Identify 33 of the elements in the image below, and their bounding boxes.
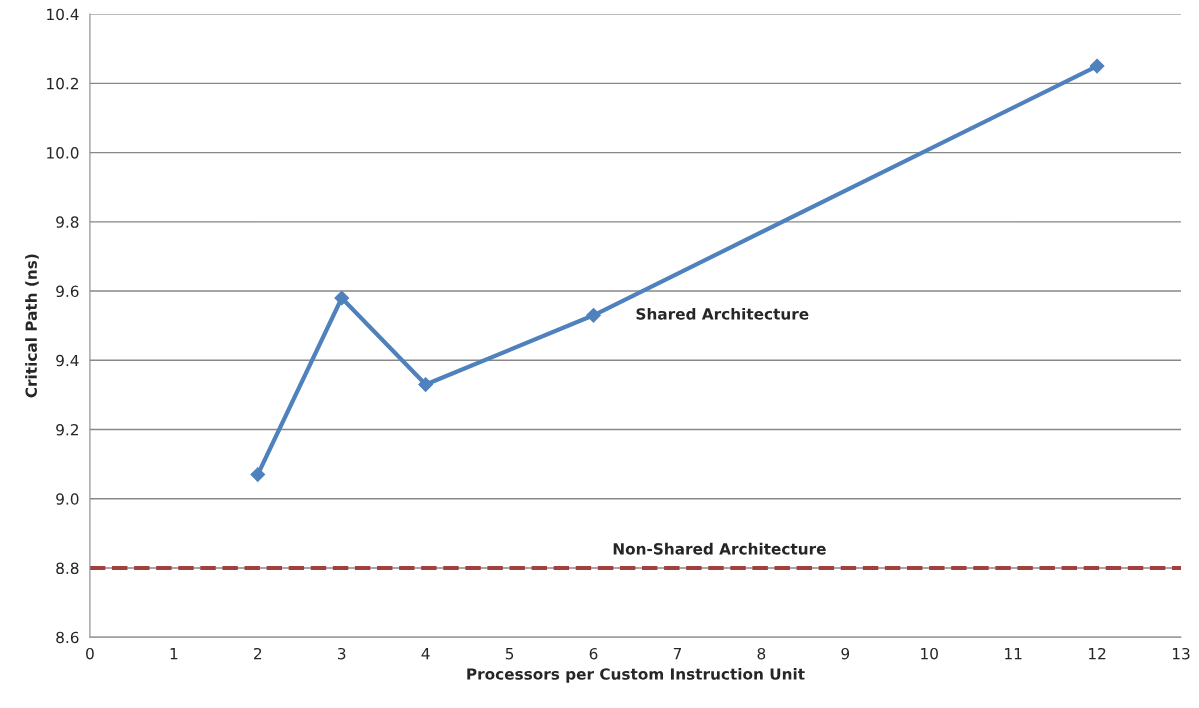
x-tick-label: 4	[421, 648, 430, 660]
point	[1089, 58, 1105, 74]
x-axis-title: Processors per Custom Instruction Unit	[467, 667, 805, 683]
y-tick-label: 10.0	[47, 147, 79, 159]
point	[586, 307, 601, 323]
x-tick-label: 12	[1089, 647, 1106, 660]
y-tick-label: 10.4	[47, 8, 79, 21]
y-tick-label: 8.6	[56, 631, 79, 644]
x-tick-label: 10	[921, 647, 938, 660]
point	[250, 467, 266, 482]
y-axis-title: Critical Path (ns)	[25, 254, 39, 398]
series-label: Shared Architecture	[636, 307, 809, 320]
x-tick-label: 7	[673, 648, 681, 660]
x-tick-label: 1	[170, 648, 178, 660]
ref-line-label: Non-Shared Architecture	[613, 542, 826, 555]
x-tick-label: 0	[86, 647, 94, 660]
y-tick-label: 9.4	[56, 354, 79, 367]
x-tick-label: 9	[841, 647, 850, 660]
x-tick-label: 2	[254, 647, 262, 660]
y-tick-label: 9.2	[56, 423, 78, 436]
x-tick-label: 11	[1005, 648, 1022, 660]
x-tick-label: 3	[338, 647, 346, 660]
point	[418, 377, 434, 392]
x-tick-label: 6	[589, 647, 598, 660]
point	[334, 290, 350, 306]
y-tick-label: 9.6	[56, 285, 79, 298]
y-tick-label: 9.8	[56, 216, 79, 228]
y-tick-label: 8.8	[56, 562, 79, 574]
y-tick-label: 10.2	[47, 77, 78, 90]
x-tick-label: 5	[505, 648, 514, 660]
x-tick-label: 13	[1172, 647, 1190, 660]
x-tick-label: 8	[757, 647, 766, 660]
y-tick-label: 9.0	[56, 493, 79, 505]
